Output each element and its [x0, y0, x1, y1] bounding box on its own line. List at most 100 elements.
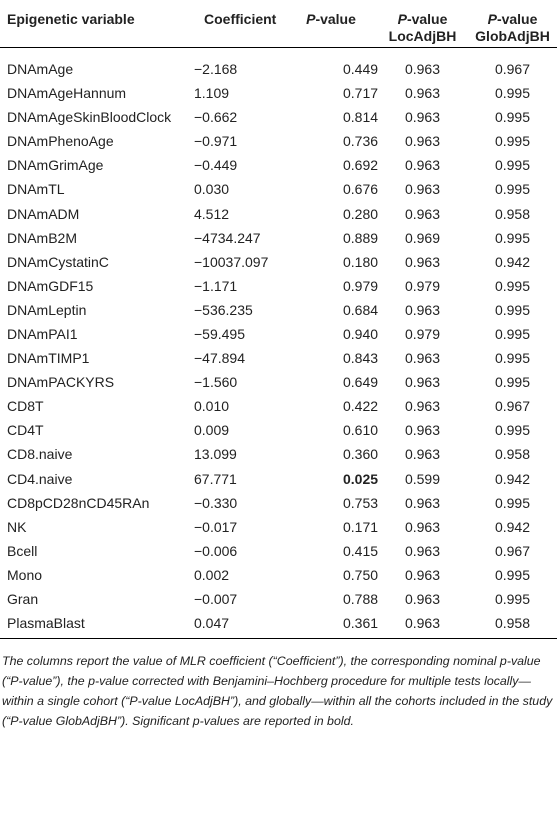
- table-row: DNAmAge −2.168 0.449 0.963 0.967: [0, 47, 557, 81]
- cell-p-value-globadjbh: 0.995: [494, 494, 531, 511]
- table-row: DNAmAgeSkinBloodClock −0.662 0.814 0.963 0.9…: [0, 105, 557, 129]
- cell-coefficient: −0.017: [194, 518, 238, 535]
- cell-p-value-locadjbh: 0.963: [404, 422, 441, 439]
- cell-variable: Gran: [7, 591, 39, 608]
- cell-p-value: 0.692: [343, 157, 379, 174]
- cell-variable: DNAmAge: [7, 61, 74, 78]
- cell-p-value-locadjbh: 0.963: [404, 133, 441, 150]
- cell-p-value: 0.753: [343, 494, 379, 511]
- cell-p-value-globadjbh: 0.995: [494, 374, 531, 391]
- cell-p-value-globadjbh: 0.958: [494, 205, 531, 222]
- cell-p-value-locadjbh: 0.963: [404, 398, 441, 415]
- table-row: DNAmLeptin −536.235 0.684 0.963 0.995: [0, 298, 557, 322]
- cell-p-value-locadjbh: 0.963: [377, 611, 468, 639]
- cell-p-value-locadjbh: 0.963: [404, 205, 441, 222]
- cell-p-value-globadjbh: 0.995: [494, 157, 531, 174]
- cell-p-value: 0.449: [343, 61, 379, 78]
- cell-p-value-globadjbh: 0.995: [494, 109, 531, 126]
- cell-p-value-locadjbh: 0.963: [404, 109, 441, 126]
- cell-variable: DNAmADM: [7, 205, 80, 222]
- table-row: DNAmADM 4.512 0.280 0.963 0.958: [0, 201, 557, 225]
- cell-p-value: 0.750: [343, 566, 379, 583]
- cell-p-value-globadjbh: 0.995: [494, 229, 531, 246]
- cell-p-value-locadjbh: 0.963: [404, 181, 441, 198]
- cell-p-value-locadjbh: 0.963: [404, 494, 441, 511]
- cell-p-value-locadjbh: 0.979: [404, 325, 441, 342]
- cell-coefficient: −0.662: [194, 109, 238, 126]
- cell-p-value: 0.171: [343, 518, 379, 535]
- header-coefficient: Coefficient: [178, 0, 285, 48]
- cell-variable: DNAmAgeSkinBloodClock: [7, 109, 172, 126]
- cell-coefficient: −1.560: [194, 374, 238, 391]
- table-row: Gran −0.007 0.788 0.963 0.995: [0, 587, 557, 611]
- cell-p-value-locadjbh: 0.599: [404, 470, 441, 487]
- cell-p-value-locadjbh: 0.963: [404, 542, 441, 559]
- header-p-value-globadjbh: P-value GlobAdjBH: [468, 0, 557, 48]
- cell-p-value: 0.814: [343, 109, 379, 126]
- cell-variable: CD8T: [7, 398, 44, 415]
- cell-p-value: 0.180: [343, 253, 379, 270]
- table-row: CD8T 0.010 0.422 0.963 0.967: [0, 394, 557, 418]
- table-row: DNAmTIMP1 −47.894 0.843 0.963 0.995: [0, 346, 557, 370]
- cell-coefficient: 0.030: [194, 181, 230, 198]
- cell-coefficient: −4734.247: [194, 229, 261, 246]
- table-row: NK −0.017 0.171 0.963 0.942: [0, 515, 557, 539]
- cell-coefficient: −0.971: [194, 133, 238, 150]
- cell-variable: DNAmPACKYRS: [7, 374, 115, 391]
- cell-p-value-globadjbh: 0.995: [494, 277, 531, 294]
- cell-p-value-globadjbh: 0.995: [494, 422, 531, 439]
- table-body: DNAmAge −2.168 0.449 0.963 0.967 DNAmAgeHannu…: [0, 47, 557, 639]
- cell-p-value: 0.979: [343, 277, 379, 294]
- cell-p-value: 0.610: [343, 422, 379, 439]
- cell-coefficient: −0.006: [194, 542, 238, 559]
- cell-variable: PlasmaBlast: [0, 611, 178, 639]
- cell-p-value-locadjbh: 0.963: [404, 253, 441, 270]
- cell-p-value-globadjbh: 0.958: [494, 446, 531, 463]
- cell-p-value-globadjbh: 0.942: [494, 518, 531, 535]
- cell-variable: DNAmB2M: [7, 229, 78, 246]
- table-container: Epigenetic variable Coefficient P-value …: [0, 0, 557, 728]
- table-row: CD8.naive 13.099 0.360 0.963 0.958: [0, 442, 557, 466]
- cell-coefficient: −47.894: [194, 350, 245, 367]
- header-p-value: P-value: [285, 0, 377, 48]
- table-row: DNAmGDF15 −1.171 0.979 0.979 0.995: [0, 274, 557, 298]
- cell-p-value-locadjbh: 0.963: [404, 61, 441, 78]
- table-row: CD4.naive 67.771 0.025 0.599 0.942: [0, 467, 557, 491]
- cell-p-value: 0.676: [343, 181, 379, 198]
- cell-p-value: 0.940: [343, 325, 379, 342]
- cell-variable: DNAmPhenoAge: [7, 133, 114, 150]
- cell-p-value: 0.361: [285, 611, 378, 639]
- cell-coefficient: −2.168: [194, 61, 238, 78]
- cell-p-value: 0.684: [343, 301, 379, 318]
- cell-variable: DNAmGDF15: [7, 277, 94, 294]
- cell-p-value-locadjbh: 0.963: [404, 157, 441, 174]
- cell-coefficient: −0.330: [194, 494, 238, 511]
- cell-variable: CD4.naive: [7, 470, 73, 487]
- cell-p-value-locadjbh: 0.963: [404, 301, 441, 318]
- cell-p-value-globadjbh: 0.995: [494, 181, 531, 198]
- cell-p-value-locadjbh: 0.963: [404, 374, 441, 391]
- cell-coefficient: 1.109: [194, 85, 230, 102]
- cell-p-value-locadjbh: 0.963: [404, 85, 441, 102]
- cell-p-value-globadjbh: 0.942: [494, 253, 531, 270]
- cell-variable: CD8pCD28nCD45RAn: [7, 494, 150, 511]
- cell-p-value-globadjbh: 0.967: [494, 542, 531, 559]
- cell-p-value: 0.788: [343, 591, 379, 608]
- cell-p-value: 0.360: [343, 446, 379, 463]
- table-row: DNAmPACKYRS −1.560 0.649 0.963 0.995: [0, 370, 557, 394]
- cell-coefficient: −59.495: [194, 325, 245, 342]
- cell-variable: DNAmGrimAge: [7, 157, 104, 174]
- table-footnote: The columns report the value of MLR coef…: [2, 653, 553, 728]
- cell-p-value-locadjbh: 0.963: [404, 350, 441, 367]
- cell-p-value: 0.025: [343, 470, 379, 487]
- cell-variable: Mono: [7, 566, 43, 583]
- cell-p-value-globadjbh: 0.995: [494, 591, 531, 608]
- cell-p-value-globadjbh: 0.995: [494, 133, 531, 150]
- results-table: Epigenetic variable Coefficient P-value …: [0, 0, 557, 639]
- table-row: Bcell −0.006 0.415 0.963 0.967: [0, 539, 557, 563]
- cell-variable: DNAmCystatinC: [7, 253, 109, 270]
- cell-coefficient: 13.099: [194, 446, 237, 463]
- cell-variable: DNAmTIMP1: [7, 350, 90, 367]
- cell-p-value-globadjbh: 0.995: [494, 85, 531, 102]
- cell-variable: NK: [7, 518, 27, 535]
